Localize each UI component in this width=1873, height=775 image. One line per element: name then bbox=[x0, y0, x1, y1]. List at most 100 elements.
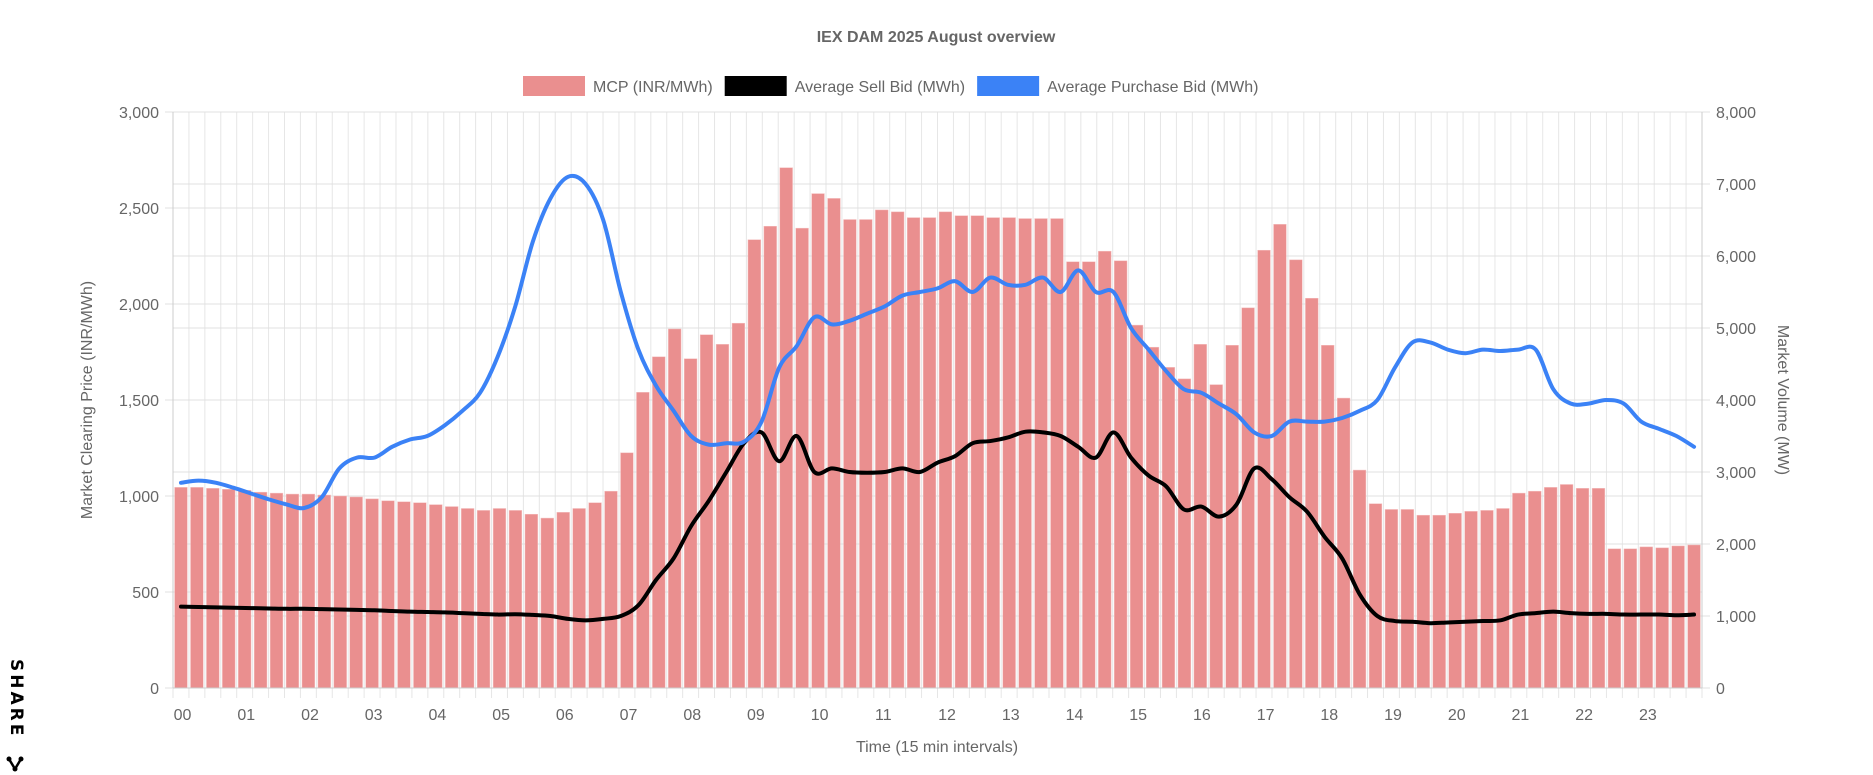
y-tick-label: 0 bbox=[150, 681, 159, 698]
mcp-bar bbox=[1241, 307, 1255, 689]
mcp-bar bbox=[206, 488, 220, 689]
y2-tick-label: 3,000 bbox=[1716, 465, 1756, 482]
x-tick-label: 11 bbox=[875, 707, 892, 724]
y2-tick-label: 6,000 bbox=[1716, 249, 1756, 266]
x-tick-label: 03 bbox=[365, 707, 383, 724]
mcp-bar bbox=[1496, 508, 1510, 689]
x-tick-label: 06 bbox=[556, 707, 574, 724]
mcp-bar bbox=[1607, 548, 1622, 689]
y2-tick-label: 5,000 bbox=[1716, 321, 1756, 338]
share-button[interactable]: SHARE bbox=[2, 655, 32, 775]
x-tick-label: 05 bbox=[492, 707, 510, 724]
share-icon bbox=[6, 756, 24, 772]
mcp-bar bbox=[731, 322, 746, 689]
x-tick-label: 15 bbox=[1129, 707, 1147, 724]
x-tick-label: 21 bbox=[1512, 707, 1530, 724]
legend-swatch bbox=[523, 76, 585, 96]
mcp-bar bbox=[1034, 218, 1048, 689]
mcp-bar bbox=[397, 501, 411, 689]
mcp-bar bbox=[1352, 469, 1367, 689]
y2-tick-label: 1,000 bbox=[1716, 609, 1756, 626]
x-tick-label: 12 bbox=[938, 707, 956, 724]
purchase-bid-line bbox=[178, 173, 1697, 511]
mcp-bar bbox=[1082, 261, 1096, 689]
mcp-bar bbox=[843, 219, 857, 689]
mcp-bar bbox=[1559, 484, 1574, 689]
x-tick-label: 16 bbox=[1193, 707, 1211, 724]
mcp-bar bbox=[1591, 488, 1606, 689]
mcp-bar bbox=[461, 508, 475, 689]
legend: MCP (INR/MWh) Average Sell Bid (MWh) Avera… bbox=[523, 76, 1258, 96]
mcp-bar bbox=[1623, 548, 1637, 689]
mcp-bar bbox=[715, 344, 730, 689]
y-tick-label: 500 bbox=[132, 585, 159, 602]
mcp-bars bbox=[174, 167, 1701, 689]
y-tick-label: 2,500 bbox=[119, 201, 159, 218]
mcp-bar bbox=[445, 506, 459, 689]
x-tick-label: 22 bbox=[1575, 707, 1593, 724]
mcp-bar bbox=[253, 491, 268, 689]
legend-label: Average Sell Bid (MWh) bbox=[795, 79, 965, 96]
sell-bid-line bbox=[178, 429, 1697, 626]
grid bbox=[165, 111, 1710, 698]
x-tick-label: 18 bbox=[1320, 707, 1338, 724]
x-tick-label: 20 bbox=[1448, 707, 1466, 724]
mcp-bar bbox=[859, 219, 873, 689]
mcp-bar bbox=[429, 504, 443, 689]
mcp-bar bbox=[1129, 324, 1144, 689]
mcp-bar bbox=[1066, 261, 1080, 689]
mcp-bar bbox=[1544, 487, 1558, 689]
mcp-bar bbox=[524, 513, 538, 689]
y2-tick-label: 2,000 bbox=[1716, 537, 1756, 554]
mcp-bar bbox=[1098, 250, 1112, 689]
mcp-bar bbox=[1177, 378, 1191, 689]
mcp-bar bbox=[492, 508, 507, 689]
mcp-bar bbox=[572, 508, 586, 689]
mcp-bar bbox=[620, 452, 634, 689]
mcp-bar bbox=[1432, 514, 1446, 689]
mcp-bar bbox=[652, 356, 666, 689]
mcp-bar bbox=[747, 239, 761, 689]
x-tick-label: 07 bbox=[620, 707, 638, 724]
legend-swatch bbox=[977, 76, 1040, 96]
mcp-bar bbox=[540, 517, 554, 689]
mcp-bar bbox=[1209, 384, 1223, 689]
y-axis-title: Market Clearing Price (INR/MWh) bbox=[79, 281, 96, 519]
mcp-bar bbox=[1464, 511, 1478, 689]
x-tick-label: 01 bbox=[237, 707, 255, 724]
mcp-bar bbox=[1639, 546, 1653, 689]
x-tick-label: 02 bbox=[301, 707, 319, 724]
mcp-bar bbox=[190, 487, 204, 689]
y2-tick-label: 7,000 bbox=[1716, 177, 1756, 194]
x-tick-label: 14 bbox=[1066, 707, 1084, 724]
x-tick-label: 00 bbox=[174, 707, 192, 724]
mcp-bar bbox=[1528, 490, 1542, 689]
mcp-bar bbox=[349, 496, 363, 689]
x-tick-label: 13 bbox=[1002, 707, 1020, 724]
mcp-bar bbox=[779, 167, 793, 689]
mcp-bar bbox=[556, 512, 570, 689]
mcp-bar bbox=[875, 209, 889, 689]
mcp-bar bbox=[1002, 217, 1016, 689]
mcp-bar bbox=[1400, 509, 1414, 689]
mcp-bar bbox=[413, 502, 427, 689]
mcp-bar bbox=[1368, 503, 1383, 689]
lines bbox=[178, 173, 1697, 626]
y2-tick-label: 0 bbox=[1716, 681, 1725, 698]
x-tick-label: 10 bbox=[811, 707, 829, 724]
mcp-bar bbox=[1145, 346, 1160, 689]
y2-tick-label: 8,000 bbox=[1716, 105, 1756, 122]
mcp-bar bbox=[222, 489, 236, 689]
mcp-bar bbox=[508, 510, 523, 689]
mcp-bar bbox=[269, 492, 284, 689]
mcp-bar bbox=[1161, 367, 1176, 689]
mcp-bar bbox=[476, 510, 491, 689]
y-tick-label: 1,500 bbox=[119, 393, 159, 410]
y-tick-label: 3,000 bbox=[119, 105, 159, 122]
chart-title: IEX DAM 2025 August overview bbox=[817, 29, 1056, 46]
mcp-bar bbox=[636, 392, 650, 689]
mcp-bar bbox=[1416, 514, 1430, 689]
mcp-bar bbox=[1225, 345, 1239, 689]
mcp-bar bbox=[317, 494, 331, 689]
